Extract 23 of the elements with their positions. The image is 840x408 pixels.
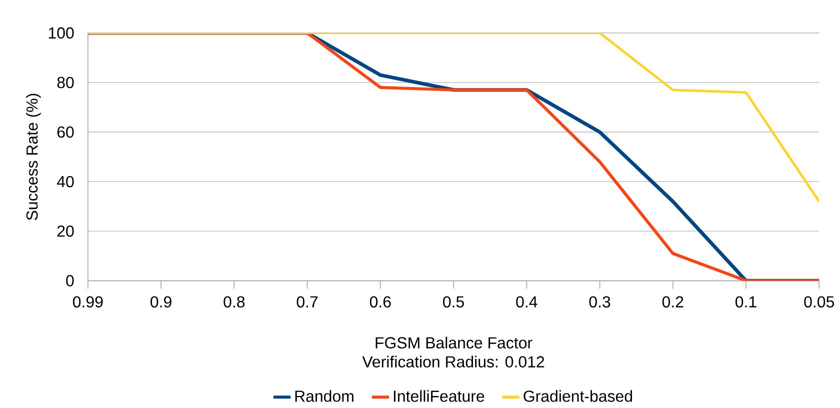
- x-tick-label: 0.6: [370, 296, 391, 308]
- y-tick-label: 20: [57, 225, 74, 237]
- x-tick-label: 0.99: [72, 296, 103, 308]
- legend-label: Gradient-based: [524, 390, 632, 402]
- y-axis-title: Success Rate (%): [26, 94, 41, 220]
- x-tick-label: 0.9: [150, 296, 172, 308]
- x-axis-title: FGSM Balance Factor: [376, 336, 532, 348]
- x-tick-label: 0.3: [589, 296, 610, 308]
- x-tick-label: 0.4: [516, 296, 538, 308]
- legend-label: IntelliFeature: [394, 390, 484, 402]
- text: Verification Radius: 0.012: [362, 356, 544, 368]
- x-tick-label: 0.2: [662, 296, 684, 308]
- y-tick-label: 60: [57, 126, 74, 138]
- y-tick-label: 40: [56, 176, 74, 188]
- legend-label: Random: [295, 390, 354, 402]
- x-tick-label: 0.8: [224, 296, 245, 308]
- y-tick-label: 0: [66, 274, 74, 286]
- y-tick-label: 80: [57, 76, 74, 88]
- x-tick-label: 0.7: [296, 296, 318, 308]
- x-tick-label: 0.5: [443, 296, 464, 308]
- x-tick-label: 0.1: [736, 296, 756, 308]
- y-tick-label: 100: [48, 27, 74, 39]
- x-tick-label: 0.05: [804, 296, 834, 308]
